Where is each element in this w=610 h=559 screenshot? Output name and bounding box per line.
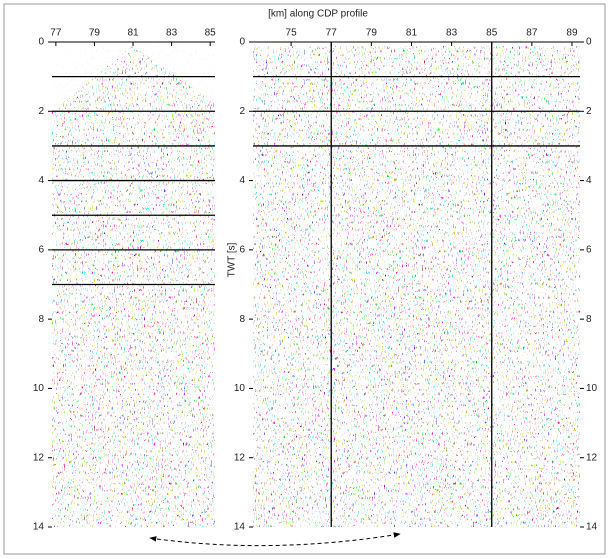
y-tick-label: 4 bbox=[586, 175, 592, 186]
y-tick-label: 2 bbox=[38, 106, 44, 117]
frame bbox=[3, 3, 606, 555]
x-tick-label: 79 bbox=[89, 28, 101, 39]
y-tick-label: 2 bbox=[586, 106, 592, 117]
y-tick-label: 10 bbox=[234, 383, 246, 394]
y-tick-label: 6 bbox=[239, 244, 245, 255]
y-tick-label: 10 bbox=[586, 383, 598, 394]
seismic-section bbox=[253, 46, 580, 527]
x-tick-label: 83 bbox=[446, 28, 458, 39]
x-tick-label: 77 bbox=[326, 28, 338, 39]
y-tick-label: 0 bbox=[38, 37, 44, 48]
x-tick-label: 87 bbox=[526, 28, 538, 39]
x-tick-label: 79 bbox=[366, 28, 378, 39]
y-tick-label: 8 bbox=[239, 314, 245, 325]
y-tick-label: 6 bbox=[586, 244, 592, 255]
figure-title: [km] along CDP profile bbox=[268, 9, 368, 20]
y-tick-label: 10 bbox=[33, 383, 45, 394]
y-tick-label: 14 bbox=[586, 522, 598, 533]
seismic-section bbox=[52, 46, 215, 527]
y-tick-label: 8 bbox=[586, 314, 592, 325]
y-tick-label: 6 bbox=[38, 244, 44, 255]
x-tick-label: 75 bbox=[286, 28, 298, 39]
x-tick-label: 83 bbox=[166, 28, 178, 39]
panels: 77 79 81 83 85 0 2 4 6 8 10 12 14 75 77 79 81 83 85 87 89 0 0 2… bbox=[33, 28, 598, 533]
x-tick-label: 81 bbox=[406, 28, 418, 39]
y-tick-label: 4 bbox=[239, 175, 245, 186]
link-arrow bbox=[149, 532, 401, 547]
y-tick-label: 4 bbox=[38, 175, 44, 186]
y-tick-label: 8 bbox=[38, 314, 44, 325]
x-tick-label: 85 bbox=[205, 28, 217, 39]
x-tick-label: 77 bbox=[50, 28, 62, 39]
y-tick-label: 14 bbox=[234, 522, 246, 533]
y-tick-label: 12 bbox=[586, 452, 598, 463]
mute-zone bbox=[52, 42, 215, 112]
y-tick-label: 0 bbox=[239, 37, 245, 48]
y-tick-label: 12 bbox=[234, 452, 246, 463]
x-tick-label: 85 bbox=[486, 28, 498, 39]
y-tick-label: 12 bbox=[33, 452, 45, 463]
x-tick-label: 89 bbox=[566, 28, 578, 39]
y-tick-label: 2 bbox=[239, 106, 245, 117]
y-axis-label: TWT [s] bbox=[227, 242, 238, 277]
y-tick-label: 14 bbox=[33, 522, 45, 533]
x-tick-label: 81 bbox=[127, 28, 139, 39]
y-tick-label: 0 bbox=[586, 37, 592, 48]
